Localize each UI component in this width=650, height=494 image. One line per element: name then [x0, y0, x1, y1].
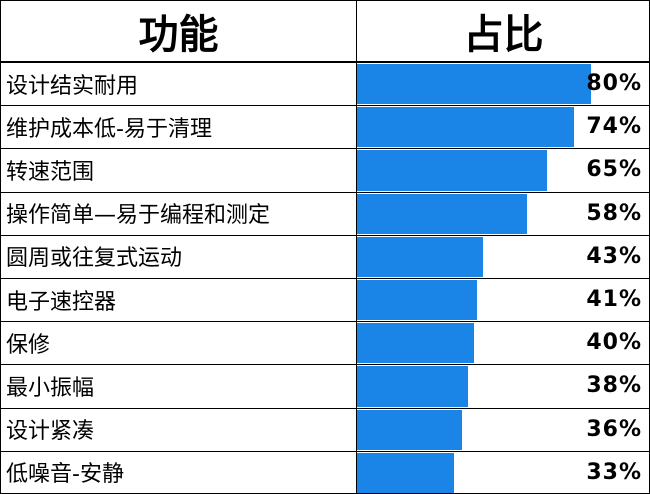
border-left — [0, 0, 1, 494]
share-bar — [357, 280, 478, 321]
share-bar — [357, 452, 454, 493]
row-label: 设计紧凑 — [6, 419, 95, 445]
share-value-label: 74% — [586, 114, 642, 140]
share-value-label: 58% — [586, 200, 642, 226]
row-divider — [0, 278, 650, 279]
share-value-label: 40% — [586, 330, 642, 356]
row-label: 低噪音-安静 — [6, 462, 124, 488]
border-top — [0, 0, 650, 1]
share-bar — [357, 323, 475, 364]
row-label: 保修 — [6, 332, 51, 358]
share-bar — [357, 107, 574, 148]
share-value-label: 33% — [586, 459, 642, 485]
header-feature: 功能 — [138, 12, 219, 58]
share-bar — [357, 64, 592, 105]
row-label: 电子速控器 — [6, 289, 117, 315]
share-bar — [357, 236, 483, 277]
column-divider — [356, 0, 357, 494]
row-label: 最小振幅 — [6, 375, 95, 401]
row-label: 操作简单—易于编程和测定 — [6, 203, 271, 229]
share-bar — [357, 193, 527, 234]
row-divider — [0, 451, 650, 452]
share-value-label: 41% — [586, 287, 642, 313]
share-value-label: 38% — [586, 373, 642, 399]
row-label: 圆周或往复式运动 — [6, 246, 183, 272]
share-bar — [357, 409, 463, 450]
share-value-label: 36% — [586, 416, 642, 442]
share-bar — [357, 150, 548, 191]
header-share: 占比 — [463, 12, 544, 58]
row-divider — [0, 408, 650, 409]
row-label: 设计结实耐用 — [6, 73, 139, 99]
row-divider — [0, 192, 650, 193]
row-label: 维护成本低-易于清理 — [6, 116, 212, 142]
share-bar — [357, 366, 469, 407]
share-value-label: 80% — [586, 71, 642, 97]
share-value-label: 43% — [586, 243, 642, 269]
share-value-label: 65% — [586, 157, 642, 183]
row-divider — [0, 364, 650, 365]
row-divider — [0, 321, 650, 322]
row-divider — [0, 235, 650, 236]
row-divider — [0, 148, 650, 149]
header-divider — [0, 61, 650, 63]
row-divider — [0, 105, 650, 106]
row-label: 转速范围 — [6, 159, 95, 185]
